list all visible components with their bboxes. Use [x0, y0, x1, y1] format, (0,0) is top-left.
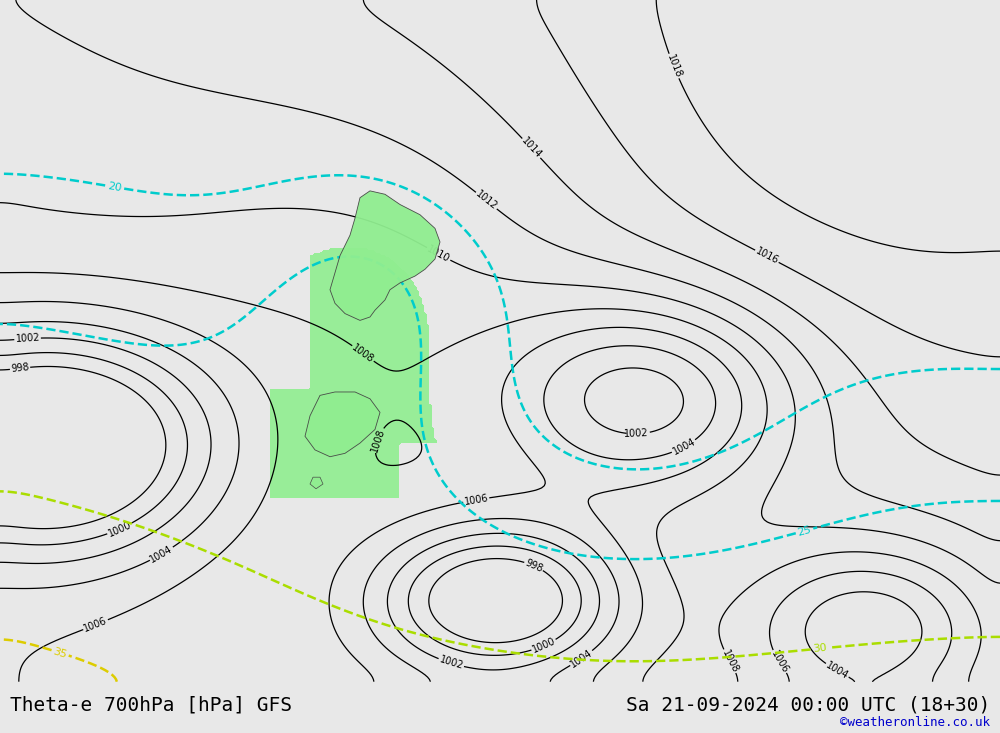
- Text: ©weatheronline.co.uk: ©weatheronline.co.uk: [840, 716, 990, 729]
- Text: 1006: 1006: [769, 649, 790, 675]
- Text: 1014: 1014: [519, 136, 543, 161]
- Text: 1018: 1018: [665, 53, 683, 79]
- Text: 1008: 1008: [350, 342, 376, 364]
- Text: 1010: 1010: [425, 244, 452, 264]
- Text: 1004: 1004: [824, 660, 850, 681]
- Text: 1004: 1004: [671, 437, 697, 457]
- Text: 1004: 1004: [148, 544, 175, 564]
- Polygon shape: [310, 477, 323, 489]
- Text: 1006: 1006: [82, 616, 109, 634]
- Text: 1006: 1006: [463, 493, 489, 507]
- Text: 1002: 1002: [624, 428, 649, 439]
- Text: 1008: 1008: [369, 427, 386, 453]
- Text: 1008: 1008: [720, 648, 740, 674]
- Text: 998: 998: [523, 558, 544, 574]
- Polygon shape: [330, 191, 440, 320]
- Text: Sa 21-09-2024 00:00 UTC (18+30): Sa 21-09-2024 00:00 UTC (18+30): [626, 696, 990, 714]
- Text: 1002: 1002: [438, 655, 464, 671]
- Text: 998: 998: [10, 362, 30, 375]
- Text: 1000: 1000: [106, 520, 133, 539]
- Text: 1012: 1012: [474, 189, 499, 213]
- Text: 35: 35: [52, 646, 68, 660]
- Text: 1000: 1000: [531, 636, 557, 655]
- Text: 30: 30: [812, 643, 827, 655]
- Text: 1016: 1016: [754, 246, 780, 266]
- Text: 25: 25: [796, 524, 813, 537]
- Text: 1002: 1002: [15, 333, 40, 345]
- Text: 1004: 1004: [569, 647, 594, 669]
- Text: Theta-e 700hPa [hPa] GFS: Theta-e 700hPa [hPa] GFS: [10, 696, 292, 714]
- Text: 20: 20: [106, 181, 122, 193]
- Polygon shape: [305, 392, 380, 457]
